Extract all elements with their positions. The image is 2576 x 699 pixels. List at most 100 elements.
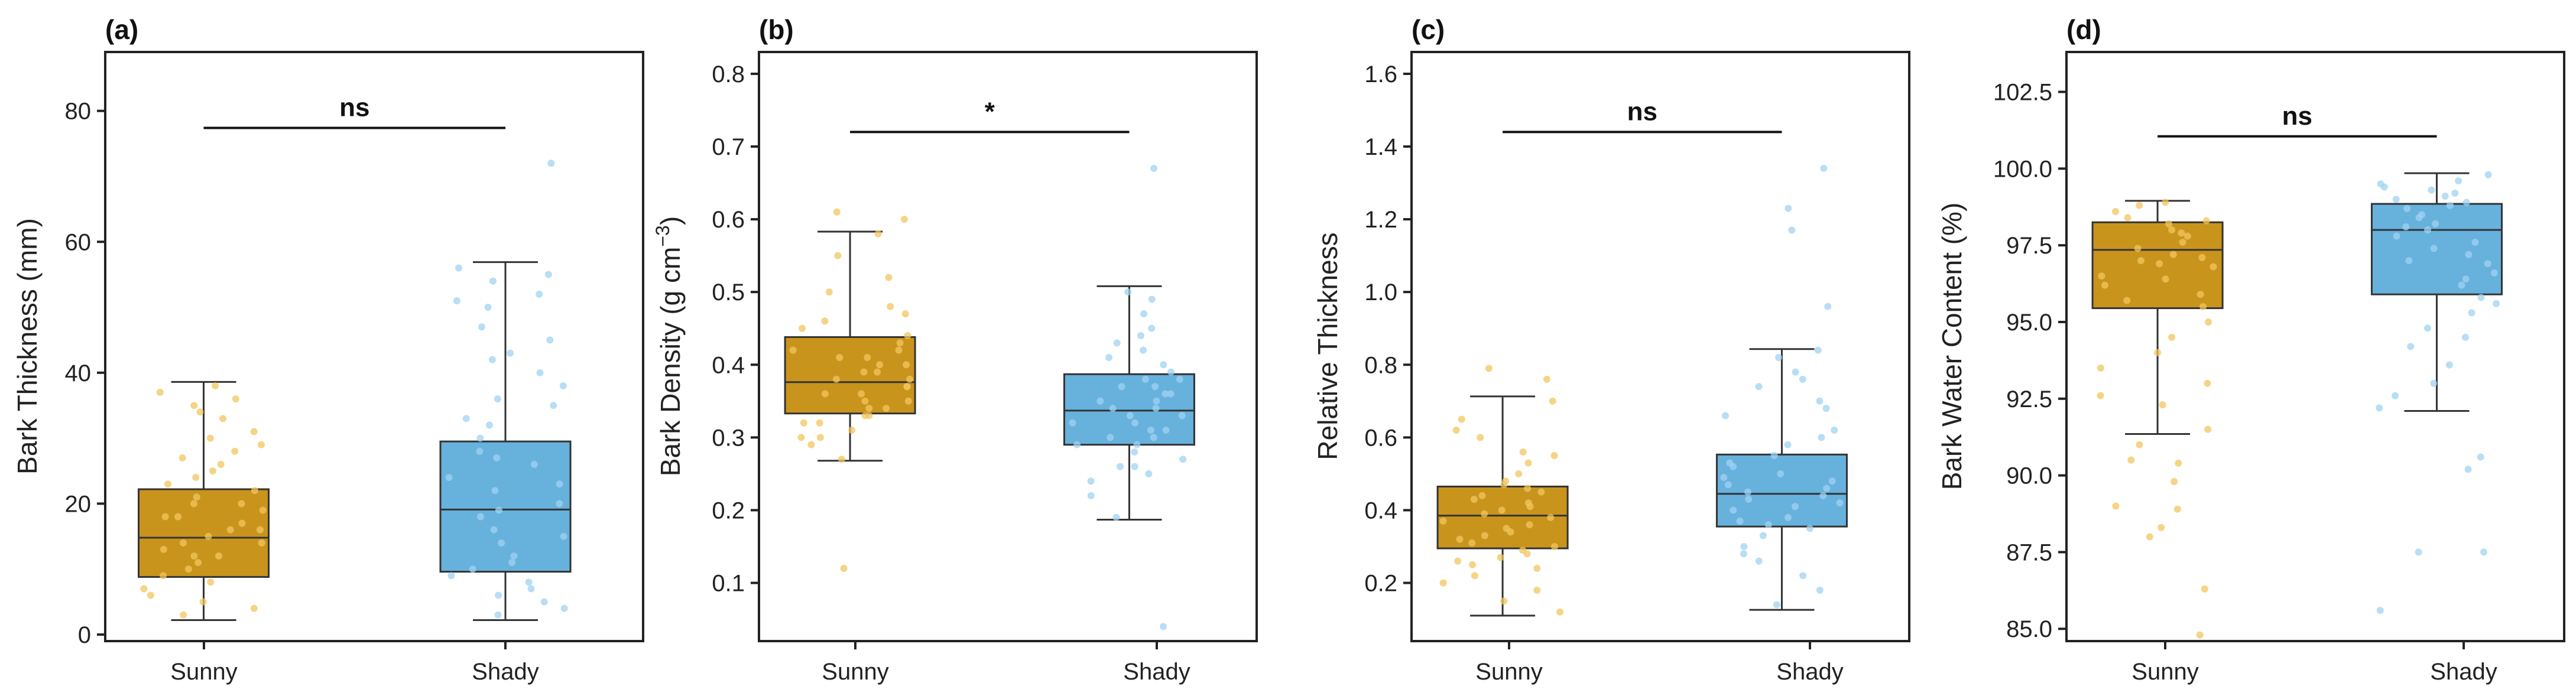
panel-a-shady-point: [494, 395, 501, 403]
panel-b-y-tick-label: 0.4: [712, 352, 745, 378]
panel-d-y-tick-label: 85.0: [2006, 616, 2052, 642]
panel-b-sunny-point: [906, 375, 913, 383]
panel-a-shady-point: [493, 454, 501, 461]
panel-b-shady-point: [1105, 353, 1112, 361]
panel-b-shady-point: [1112, 513, 1120, 521]
panel-a-shady-point: [507, 349, 514, 357]
panel-d-sunny-point: [2101, 281, 2108, 289]
panel-b-sunny-point: [901, 310, 909, 318]
panel-b-shady-point: [1178, 412, 1186, 420]
panel-c-sunny-point: [1439, 517, 1447, 525]
panel-b-label: (b): [759, 14, 794, 45]
panel-d-sunny-point: [2146, 533, 2153, 541]
panel-a-sunny-point: [192, 474, 200, 482]
panel-a-shady-point: [495, 506, 502, 514]
panel-c-shady-point: [1740, 550, 1747, 558]
panel-d-shady-point: [2464, 466, 2472, 473]
panel-b-sunny-point: [874, 230, 882, 238]
panel-c-shady-point: [1822, 405, 1830, 412]
panel-c-shady-point: [1785, 513, 1792, 521]
panel-b-shady-point: [1145, 470, 1153, 477]
panel-c-sunny-point: [1526, 521, 1533, 529]
panel-c-y-tick-label: 0.6: [1364, 425, 1397, 451]
panel-b-shady-point: [1069, 419, 1076, 427]
panel-a-sunny-point: [231, 447, 239, 455]
panel-c-shady-point: [1799, 572, 1807, 580]
panel-c-shady-point: [1777, 470, 1785, 477]
panel-d-sunny-point: [2178, 229, 2185, 237]
panel-d-sunny-point: [2097, 364, 2104, 372]
panel-a-shady-point: [494, 611, 502, 619]
panel-c-shady-point: [1785, 204, 1792, 212]
panel-d-y-tick-label: 87.5: [2006, 539, 2052, 565]
panel-c-sunny-point: [1439, 579, 1447, 587]
panel-d-sunny-point: [2112, 502, 2120, 510]
panel-b-sunny-point: [799, 324, 806, 332]
panel-a-sunny-point: [190, 402, 198, 409]
panel-d-sunny-point: [2168, 333, 2176, 341]
panel-b-sunny-point: [865, 405, 873, 412]
panel-b-y-tick-label: 0.2: [712, 498, 745, 524]
panel-a-shady-point: [488, 356, 496, 363]
panel-d-shady-point: [2462, 275, 2470, 283]
panel-d-sunny-point: [2136, 201, 2143, 209]
panel-c-shady-point: [1820, 164, 1828, 172]
panel-d-sunny-point: [2112, 208, 2120, 216]
panel-b-sunny-point: [833, 208, 841, 216]
panel-a-shady-point: [476, 434, 484, 442]
panel-a-shady-point: [510, 552, 518, 560]
panel-a-shady-point: [547, 160, 555, 167]
panel-b-sunny-point: [895, 346, 903, 354]
panel-a-shady-point: [447, 572, 455, 580]
panel-c-sunny-point: [1549, 397, 1556, 405]
panel-d-sunny-point: [2204, 379, 2211, 387]
panel-c-shady-point: [1828, 477, 1836, 485]
panel-a-shady-point: [560, 532, 567, 540]
panel-c-shady-point: [1770, 452, 1778, 460]
panel-d-frame: [2065, 51, 2565, 642]
panel-b-shady-point: [1162, 390, 1169, 398]
panel-c-y-tick-label: 0.4: [1364, 498, 1397, 524]
panel-c-shady-point: [1720, 474, 1728, 482]
panel-a-shady-point: [556, 480, 563, 488]
panel-c-y-tick-label: 0.8: [1364, 352, 1397, 378]
panel-b-shady-point: [1109, 405, 1117, 412]
panel-d-sunny-point: [2136, 441, 2143, 448]
panel-b-sunny-point: [834, 252, 842, 259]
panel-c-shady-point: [1816, 586, 1824, 594]
panel-a-y-tick-label: 40: [65, 360, 92, 386]
panel-d-y-tick-label: 97.5: [2006, 233, 2052, 259]
panel-a-shady-box: [439, 440, 572, 573]
panel-d-y-ticks: 85.0 87.5 90.0 92.5 95.0 97.5 100.0 102.5: [1993, 80, 2066, 642]
panel-d-shady-point: [2451, 189, 2459, 197]
panel-d-sunny-point: [2127, 456, 2135, 464]
panel-b-y-tick-label: 0.8: [712, 61, 745, 87]
panel-c-sunny-point: [1498, 506, 1506, 514]
panel-c-shady-point: [1745, 495, 1753, 503]
panel-a-y-tick-label: 0: [78, 622, 91, 648]
panel-b-shady-point: [1126, 412, 1134, 420]
panel-d-sunny-point: [2179, 238, 2186, 246]
panel-c-y-tick-label: 1.2: [1364, 207, 1397, 233]
panel-c-shady-point: [1755, 383, 1763, 391]
panel-a-sunny-point: [196, 408, 204, 416]
panel-c-shady-point: [1831, 427, 1838, 434]
panel-b-shady-point: [1151, 383, 1159, 391]
panel-b-sunny-point: [874, 368, 881, 376]
panel-b-shady-point: [1179, 456, 1187, 463]
panel-b-sunny-point: [900, 216, 908, 223]
panel-d-shady-point: [2455, 177, 2463, 185]
panel-a-shady-point: [455, 264, 463, 272]
panel-d-sunny-point: [2154, 349, 2162, 356]
panel-a-sunny-point: [184, 565, 192, 573]
panel-d-shady-point: [2484, 171, 2492, 178]
panel-d-sunny-point: [2210, 263, 2217, 271]
panel-b-sunny-point: [883, 405, 890, 412]
panel-c-shady-point: [1791, 503, 1799, 511]
panel-c-x-tick-sunny: Sunny: [1475, 659, 1542, 685]
panel-c-sunny-point: [1477, 434, 1484, 441]
panel-c-sunny-point: [1515, 470, 1523, 477]
panel-d-sunny-point: [2159, 401, 2166, 409]
panel-b-significance-label: *: [985, 97, 995, 126]
panel-a-shady-point: [478, 323, 486, 331]
